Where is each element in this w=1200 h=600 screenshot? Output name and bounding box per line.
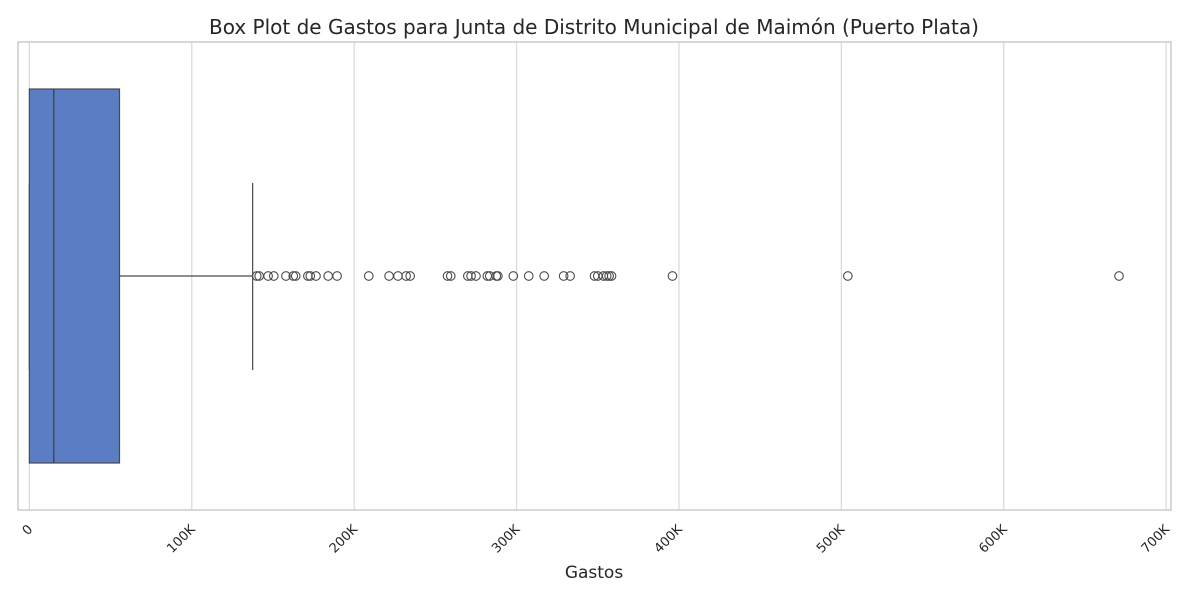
plot-frame (17, 41, 1172, 511)
x-tick-label: 700K (1139, 522, 1174, 557)
outlier-point (288, 271, 299, 281)
outlier-point (311, 271, 321, 281)
x-tick-label: 600K (976, 522, 1011, 557)
outlier-point (290, 271, 301, 281)
x-tick-label: 100K (164, 522, 199, 557)
x-tick-label: 300K (489, 522, 524, 557)
outlier-point (393, 271, 403, 281)
outlier-point (305, 271, 316, 281)
outlier-point (332, 271, 342, 281)
outlier-point (493, 271, 503, 281)
outlier-point (251, 271, 262, 281)
outlier-point (401, 271, 411, 281)
grid-lines (28, 42, 1167, 510)
x-tick-labels: 0 100K 200K 300K 400K 500K 600K 700K (20, 522, 1174, 557)
outlier-point (604, 271, 614, 281)
x-tick-label: 0 (20, 522, 36, 538)
outlier-point (508, 271, 519, 281)
outlier-point (539, 271, 550, 281)
outlier-point (601, 271, 612, 281)
outlier-point (667, 271, 678, 281)
outlier-point (363, 271, 374, 281)
outlier-point (1114, 271, 1124, 281)
outlier-point (523, 271, 534, 281)
outlier-point (558, 271, 569, 281)
outlier-point (323, 271, 334, 281)
x-tick-label: 500K (814, 522, 849, 557)
outlier-point (842, 271, 853, 281)
outlier-point (268, 271, 279, 281)
x-tick-label: 200K (327, 522, 362, 557)
outlier-point (281, 271, 291, 281)
outlier-point (445, 271, 456, 281)
outlier-point (384, 271, 394, 281)
outlier-group (251, 271, 1124, 281)
outlier-point (405, 271, 416, 281)
iqr-box (28, 88, 121, 464)
outlier-point (442, 271, 453, 281)
box-group (28, 88, 254, 464)
outlier-point (471, 271, 481, 281)
outlier-point (466, 271, 476, 281)
chart-title: Box Plot de Gastos para Junta de Distrit… (209, 15, 979, 39)
outlier-point (565, 271, 575, 281)
outlier-point (606, 271, 617, 281)
x-tick-label: 400K (652, 522, 687, 557)
outlier-point (263, 271, 273, 281)
x-axis-label: Gastos (565, 563, 624, 583)
